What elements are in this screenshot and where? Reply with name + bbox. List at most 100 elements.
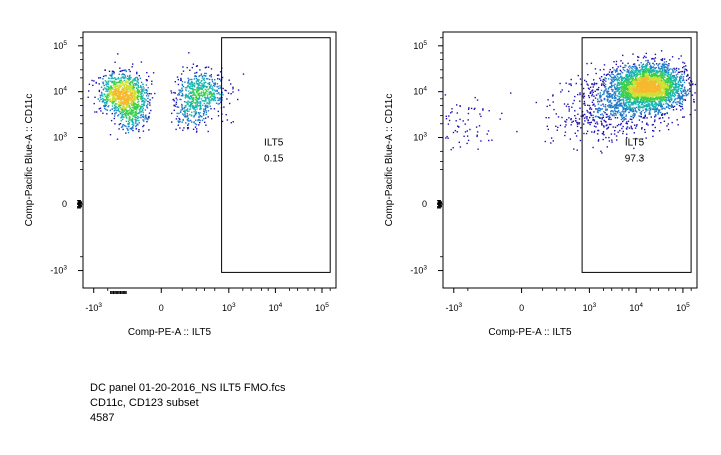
event-dot: [665, 90, 667, 93]
event-dot: [651, 74, 653, 76]
event-dot: [113, 88, 115, 91]
event-dot: [113, 82, 115, 84]
event-dot: [210, 99, 212, 101]
event-dot: [633, 94, 635, 97]
event-dot: [199, 102, 202, 105]
event-dot: [641, 68, 643, 71]
event-dot: [232, 121, 234, 123]
event-dot: [662, 87, 665, 89]
event-dot: [173, 100, 175, 102]
event-dot: [134, 111, 136, 113]
event-dot: [120, 82, 122, 85]
event-dot: [671, 89, 674, 92]
event-dot: [648, 82, 650, 84]
event-dot: [140, 95, 142, 97]
event-dot: [102, 95, 104, 97]
pileup-mark: [124, 291, 126, 294]
event-dot: [105, 99, 107, 101]
event-dot: [138, 130, 140, 133]
event-dot: [185, 122, 187, 124]
event-dot: [132, 94, 134, 96]
event-dot: [654, 103, 657, 105]
event-dot: [668, 88, 671, 90]
event-dot: [660, 104, 662, 107]
event-dot: [648, 107, 650, 109]
event-dot: [665, 66, 667, 69]
event-dot: [655, 89, 657, 91]
event-dot: [603, 85, 606, 87]
event-dot: [217, 110, 219, 113]
event-dot: [594, 68, 597, 70]
event-dot: [642, 97, 645, 99]
event-dot: [201, 100, 204, 102]
event-dot: [130, 93, 133, 95]
event-dot: [205, 107, 207, 110]
event-dot: [641, 77, 644, 79]
event-dot: [644, 114, 646, 116]
event-dot: [636, 75, 638, 77]
event-dot: [111, 105, 114, 107]
event-dot: [638, 109, 640, 111]
event-dot: [603, 79, 606, 81]
event-dot: [141, 116, 144, 118]
event-dot: [137, 82, 139, 84]
event-dot: [629, 99, 632, 101]
event-dot: [184, 111, 186, 114]
event-dot: [134, 105, 137, 107]
event-dot: [603, 82, 605, 84]
event-dot: [205, 72, 207, 75]
event-dot: [129, 92, 132, 94]
event-dot: [208, 82, 210, 84]
event-dot: [630, 88, 633, 90]
event-dot: [611, 105, 613, 108]
event-dot: [635, 106, 637, 109]
event-dot: [626, 84, 628, 87]
event-dot: [112, 102, 115, 104]
event-dot: [631, 91, 633, 94]
event-dot: [214, 90, 217, 92]
event-dot: [654, 126, 656, 129]
event-dot: [646, 78, 648, 81]
event-dot: [123, 69, 125, 71]
event-dot: [642, 72, 644, 75]
event-dot: [110, 90, 113, 92]
event-dot: [136, 119, 138, 122]
event-dot: [645, 93, 647, 95]
event-dot: [614, 130, 616, 132]
event-dot: [221, 76, 224, 79]
event-dot: [607, 91, 609, 94]
event-dot: [648, 95, 651, 97]
event-dot: [100, 110, 102, 112]
event-dot: [173, 91, 175, 94]
event-dot: [654, 85, 656, 87]
event-dot: [204, 100, 206, 102]
event-dot: [192, 94, 194, 96]
event-dot: [624, 80, 626, 82]
event-dot: [673, 95, 675, 98]
event-dot: [616, 70, 618, 72]
event-dot: [134, 116, 137, 119]
event-dot: [140, 88, 142, 91]
event-dot: [114, 108, 116, 110]
event-dot: [646, 81, 649, 83]
event-dot: [211, 94, 213, 97]
event-dot: [133, 124, 135, 126]
event-dot: [105, 104, 107, 107]
event-dot: [677, 81, 680, 84]
event-dot: [634, 76, 637, 79]
event-dot: [645, 94, 648, 96]
event-dot: [678, 58, 680, 60]
event-dot: [117, 81, 119, 83]
event-dot: [646, 75, 649, 77]
event-dot: [661, 69, 663, 72]
event-dot: [624, 92, 627, 94]
y-axis-title: Comp-Pacific Blue-A :: CD11c: [24, 94, 35, 227]
event-dot: [655, 88, 657, 91]
event-dot: [213, 99, 215, 101]
event-dot: [637, 56, 639, 58]
event-dot: [637, 71, 640, 73]
event-dot: [142, 106, 144, 108]
event-dot: [659, 72, 661, 75]
event-dot: [634, 101, 637, 103]
event-dot: [126, 91, 128, 93]
